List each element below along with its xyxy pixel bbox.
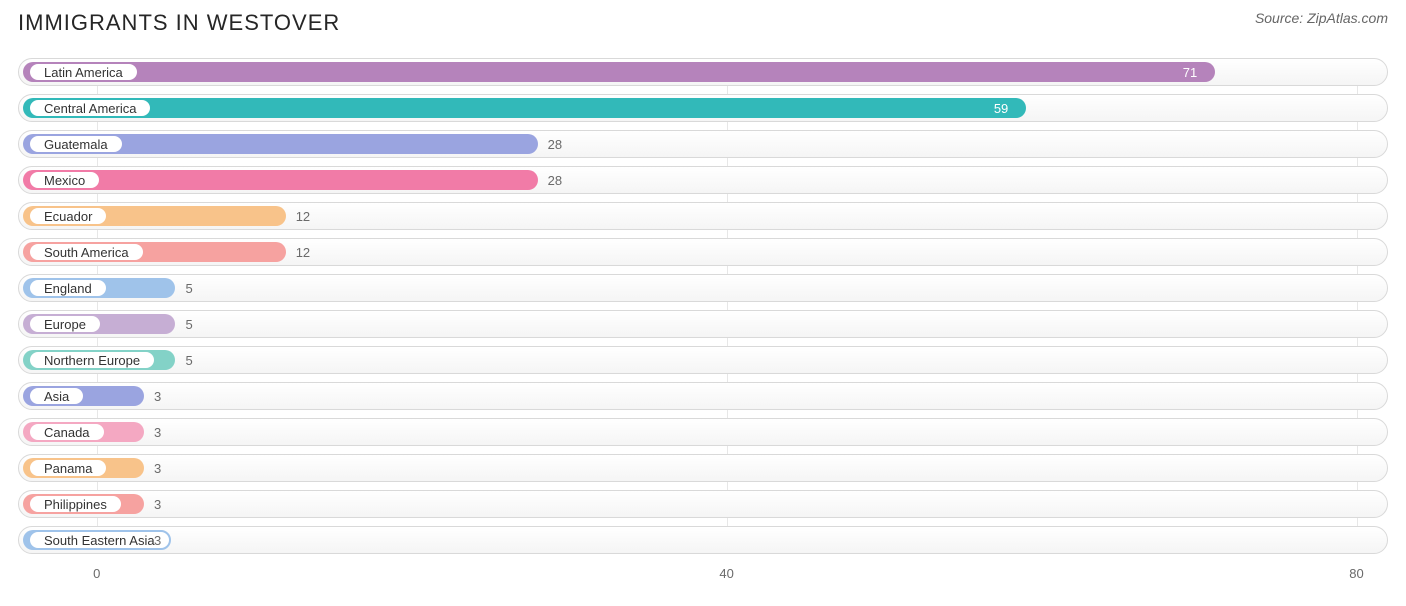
bar-label-pill: Philippines [28,494,123,514]
bar-label-pill: Guatemala [28,134,124,154]
bar-row: Central America 59 [18,94,1388,122]
chart-header: IMMIGRANTS IN WESTOVER Source: ZipAtlas.… [18,10,1388,36]
bar-track [18,454,1388,482]
bar-label-pill: Asia [28,386,85,406]
bar-row: England 5 [18,274,1388,302]
bar-label-pill: Mexico [28,170,101,190]
bar-row: Latin America 71 [18,58,1388,86]
bar-row: Canada 3 [18,418,1388,446]
bar-value-label: 5 [185,274,192,302]
bar-label-pill: Europe [28,314,102,334]
x-axis: 0 40 80 [18,562,1388,586]
bar-label-pill: Central America [28,98,152,118]
bar-value-label: 3 [154,454,161,482]
bar-track [18,418,1388,446]
bar-label-pill: Panama [28,458,108,478]
bar-label-pill: Latin America [28,62,139,82]
bar-value-label: 3 [154,490,161,518]
bar-label-pill: England [28,278,108,298]
bar-label-pill: South America [28,242,145,262]
bar-row: Asia 3 [18,382,1388,410]
bar-label-pill: Canada [28,422,106,442]
bar-label-pill: Ecuador [28,206,108,226]
bar-value-label: 3 [154,526,161,554]
chart-source: Source: ZipAtlas.com [1255,10,1388,26]
bar-track [18,310,1388,338]
bar-row: South America 12 [18,238,1388,266]
bar-value-label: 3 [154,418,161,446]
plot-area: Latin America 71 Central America 59 Guatemal… [18,58,1388,554]
bar-fill [23,62,1215,82]
bar-value-label: 59 [994,94,1008,122]
bar-row: Mexico 28 [18,166,1388,194]
bar-fill [23,98,1026,118]
bar-track [18,346,1388,374]
bar-value-label: 5 [185,310,192,338]
bar-row: Panama 3 [18,454,1388,482]
bar-value-label: 3 [154,382,161,410]
bar-track [18,382,1388,410]
bar-row: Ecuador 12 [18,202,1388,230]
bar-track [18,526,1388,554]
bar-row: Europe 5 [18,310,1388,338]
bar-track [18,490,1388,518]
bar-value-label: 5 [185,346,192,374]
bar-label-pill: South Eastern Asia [28,530,171,550]
bar-value-label: 28 [548,166,562,194]
bar-value-label: 28 [548,130,562,158]
bar-row: Guatemala 28 [18,130,1388,158]
bar-row: Northern Europe 5 [18,346,1388,374]
x-axis-tick-label: 40 [719,566,733,581]
bar-row: South Eastern Asia3 [18,526,1388,554]
bar-value-label: 71 [1183,58,1197,86]
bar-row: Philippines 3 [18,490,1388,518]
bar-label-pill: Northern Europe [28,350,156,370]
bar-value-label: 12 [296,202,310,230]
x-axis-tick-label: 0 [93,566,100,581]
bar-value-label: 12 [296,238,310,266]
x-axis-tick-label: 80 [1349,566,1363,581]
bar-track [18,274,1388,302]
chart-title: IMMIGRANTS IN WESTOVER [18,10,340,36]
chart-container: IMMIGRANTS IN WESTOVER Source: ZipAtlas.… [0,0,1406,606]
